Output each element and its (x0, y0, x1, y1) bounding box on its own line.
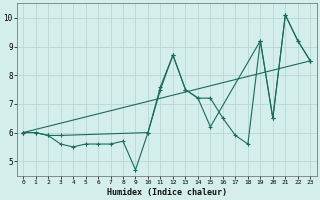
X-axis label: Humidex (Indice chaleur): Humidex (Indice chaleur) (107, 188, 227, 197)
